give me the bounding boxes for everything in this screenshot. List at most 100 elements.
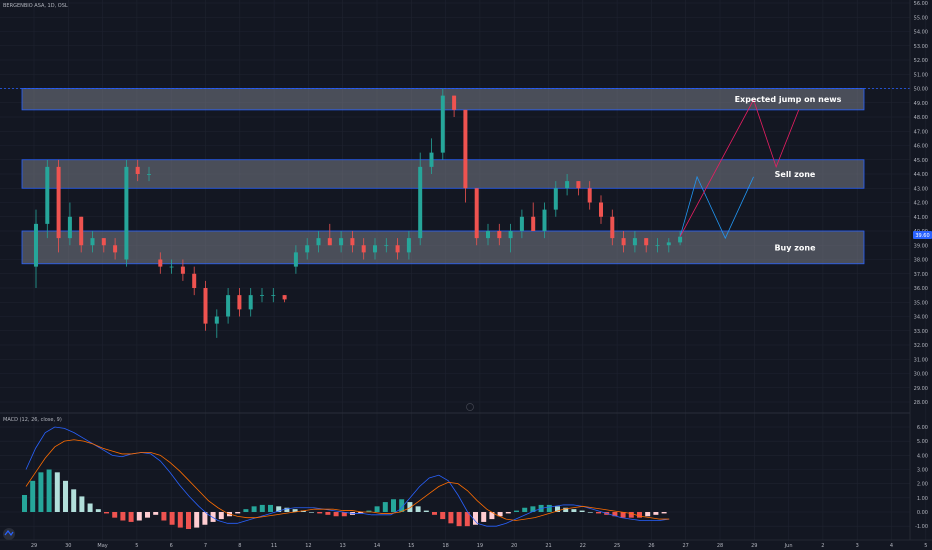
candle[interactable] xyxy=(79,216,84,253)
candle[interactable] xyxy=(237,288,242,317)
macd-histogram-bar xyxy=(358,512,364,514)
macd-histogram-bar xyxy=(169,512,175,525)
candle[interactable] xyxy=(531,202,536,232)
candle[interactable] xyxy=(101,238,106,253)
candle[interactable] xyxy=(327,223,332,246)
candle[interactable] xyxy=(34,209,38,288)
candle[interactable] xyxy=(587,181,592,210)
candle[interactable] xyxy=(452,95,457,117)
candle[interactable] xyxy=(666,238,671,253)
price-tick-label: 42.00 xyxy=(914,201,928,207)
candle[interactable] xyxy=(305,238,310,260)
candle[interactable] xyxy=(135,159,140,182)
price-tick-label: 37.00 xyxy=(914,272,928,278)
candle[interactable] xyxy=(180,259,185,281)
tradingview-logo-icon[interactable] xyxy=(3,528,15,540)
candle[interactable] xyxy=(350,231,355,253)
time-tick-label: 25 xyxy=(614,543,620,549)
candle[interactable] xyxy=(361,238,366,260)
candle[interactable] xyxy=(576,181,581,196)
time-tick-label: 26 xyxy=(648,543,654,549)
candle[interactable] xyxy=(644,238,649,253)
candle[interactable] xyxy=(463,109,468,203)
macd-histogram-bar xyxy=(268,504,273,512)
macd-histogram-bar xyxy=(71,489,77,512)
macd-histogram-bar xyxy=(300,510,306,512)
candle[interactable] xyxy=(474,188,479,246)
macd-histogram-bar xyxy=(399,499,405,512)
candle[interactable] xyxy=(226,288,231,324)
candle[interactable] xyxy=(147,166,151,182)
candle[interactable] xyxy=(214,309,219,338)
candle[interactable] xyxy=(316,231,321,253)
candle[interactable] xyxy=(486,223,490,246)
candle[interactable] xyxy=(497,223,502,246)
time-tick-label: 6 xyxy=(170,543,173,549)
macd-histogram-bar xyxy=(259,504,265,512)
candle[interactable] xyxy=(45,159,50,239)
candle[interactable] xyxy=(384,238,389,253)
candles[interactable] xyxy=(34,88,683,338)
candle[interactable] xyxy=(406,231,411,260)
price-tick-label: 55.00 xyxy=(914,15,928,21)
candle[interactable] xyxy=(395,238,400,260)
candle[interactable] xyxy=(67,202,72,246)
price-tick-label: 56.00 xyxy=(914,1,928,7)
candle[interactable] xyxy=(113,238,118,260)
macd-histogram-bar xyxy=(54,472,60,512)
candle[interactable] xyxy=(553,181,558,217)
candle[interactable] xyxy=(440,88,445,160)
macd-histogram-bar xyxy=(522,507,528,512)
candle[interactable] xyxy=(632,231,637,253)
candle[interactable] xyxy=(169,259,174,274)
candle[interactable] xyxy=(248,288,253,317)
macd-histogram-bar xyxy=(194,512,200,528)
candle[interactable] xyxy=(678,231,683,246)
macd-histogram-bar xyxy=(341,512,347,517)
candle[interactable] xyxy=(542,202,547,239)
price-tick-label: 35.00 xyxy=(914,300,928,306)
macd-histogram-bar xyxy=(637,512,642,518)
candle[interactable] xyxy=(293,245,298,274)
candle[interactable] xyxy=(621,231,626,253)
time-axis[interactable]: 29 30 May 5 6 7 8 11 12 13 14 15 18 19 20 21 22 25 26 27 28 2… xyxy=(0,539,932,549)
macd-histogram-bar xyxy=(473,512,478,525)
macd-histogram-bar xyxy=(235,512,241,514)
macd-histogram-bar xyxy=(366,510,372,512)
candle[interactable] xyxy=(418,152,423,246)
macd-histogram-bar xyxy=(579,510,585,512)
candle[interactable] xyxy=(610,209,615,246)
candle[interactable] xyxy=(203,280,208,331)
time-tick-label: 29 xyxy=(751,543,757,549)
candle[interactable] xyxy=(282,295,287,303)
macd-histogram-bar xyxy=(177,512,183,528)
macd-histogram-bar xyxy=(448,512,454,524)
candle[interactable] xyxy=(158,252,163,274)
candle[interactable] xyxy=(519,209,524,239)
candle[interactable] xyxy=(429,138,434,174)
macd-axis[interactable]: 6.00 5.00 4.00 3.00 2.00 1.00 0.00 -1.00 xyxy=(915,425,928,530)
candle[interactable] xyxy=(655,238,660,253)
macd-histogram-bar xyxy=(456,512,462,527)
macd-histogram-bar xyxy=(620,512,626,518)
candle[interactable] xyxy=(508,223,513,253)
time-tick-label: Jun xyxy=(784,543,793,549)
candle[interactable] xyxy=(271,288,276,303)
candle[interactable] xyxy=(56,159,61,253)
candle[interactable] xyxy=(192,266,197,296)
candle[interactable] xyxy=(599,195,603,224)
price-tick-label: 43.00 xyxy=(914,186,928,192)
candle[interactable] xyxy=(565,174,570,196)
macd-tick-label: -1.00 xyxy=(915,524,928,530)
candle[interactable] xyxy=(373,238,377,260)
price-tick-label: 38.00 xyxy=(914,258,928,264)
candle[interactable] xyxy=(90,231,95,253)
price-tick-label: 33.00 xyxy=(914,329,928,335)
zone-rect xyxy=(21,159,865,189)
candle[interactable] xyxy=(260,288,264,303)
candle[interactable] xyxy=(124,159,129,267)
pane-collapse-icon[interactable] xyxy=(466,403,474,411)
candle[interactable] xyxy=(339,231,344,253)
time-tick-label: 21 xyxy=(545,543,551,549)
